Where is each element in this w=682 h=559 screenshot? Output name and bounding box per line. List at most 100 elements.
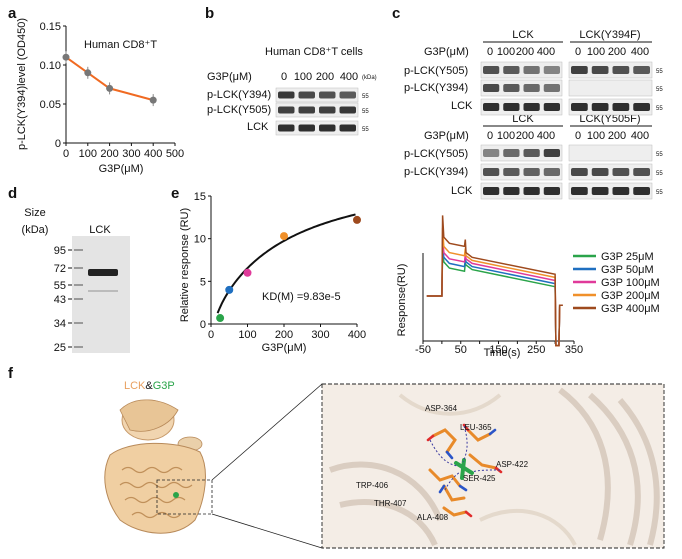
blot-strip: [275, 87, 359, 103]
panel-d-lane: LCK: [89, 224, 111, 236]
panel-letter-a: a: [8, 5, 17, 22]
panel-b-conc-3: 400: [340, 71, 358, 83]
protein-cartoon: [104, 399, 213, 534]
panel-c-conc: 0: [487, 46, 493, 58]
blot-band: [483, 168, 500, 176]
blot-band: [591, 66, 609, 74]
blot-band: [633, 66, 650, 74]
mw-label: 55: [656, 152, 663, 158]
panel-c-conc-label-top: G3P(μM): [424, 46, 469, 58]
size-marker-label: 95: [54, 245, 66, 257]
panel-a-chart: 0 100 200 300 400 500 0 0.05 0.10 0.15 Human CD8⁺…: [16, 18, 184, 175]
mw-label: 55: [362, 109, 369, 115]
panel-b-kda: (kDa): [362, 75, 377, 81]
zoom-line-bottom: [211, 513, 323, 549]
blot-strip: [275, 102, 359, 118]
panel-a-point: [149, 96, 157, 104]
blot-band: [483, 187, 500, 195]
residue-label: SER-425: [463, 474, 496, 483]
panel-f-title-lck: LCK: [124, 380, 146, 392]
blot-strip: [568, 182, 653, 200]
blot-band: [633, 168, 650, 176]
panel-e-left-point: [216, 314, 225, 323]
blot-band: [503, 84, 520, 92]
panel-e-right-marks: [426, 215, 563, 347]
panel-c-lck-top: LCK: [512, 29, 534, 41]
blot-band: [571, 103, 588, 111]
mw-label: 55: [362, 94, 369, 100]
panel-e-left-ylabel: Relative response (RU): [179, 208, 191, 322]
panel-c-bottom-row-1: p-LCK(Y394): [404, 166, 468, 178]
panel-a-xtick-label: 200: [100, 148, 118, 160]
panel-b-membrane: 55 55 55: [275, 87, 369, 136]
panel-a-xtick-label: 400: [144, 148, 162, 160]
blot-band: [319, 91, 336, 99]
panel-f-structure: LCK&G3P: [104, 380, 665, 549]
legend-label: G3P 25μM: [601, 251, 654, 263]
panel-c-conc: 100: [587, 46, 605, 58]
panel-letter-e: e: [171, 185, 179, 202]
panel-a-series-line: [65, 56, 154, 102]
panel-f-title: LCK&G3P: [124, 380, 175, 392]
blot-band: [319, 124, 336, 132]
blot-band: [278, 124, 295, 132]
blot-band: [483, 66, 500, 74]
panel-b-conc-2: 200: [316, 71, 334, 83]
mw-label: 55: [656, 87, 663, 93]
panel-e-left-point: [243, 268, 252, 277]
panel-e-left-point: [225, 285, 234, 294]
ladder-band: [74, 267, 83, 269]
blot-band: [339, 106, 356, 114]
ladder-band: [74, 284, 83, 286]
panel-letter-c: c: [392, 5, 400, 22]
blot-band: [503, 168, 520, 176]
panel-c-conc: 200: [608, 46, 626, 58]
panel-c-bottom-row-2: LCK: [451, 185, 473, 197]
blot-band: [543, 84, 560, 92]
panel-c-conc: 200: [516, 46, 534, 58]
panel-e-left-ytick-label: 5: [200, 276, 206, 288]
blot-band: [339, 91, 356, 99]
panel-e-right-xtick-label: -50: [415, 344, 431, 356]
panel-e-sensorgram-line: [426, 237, 563, 347]
panel-e-left-xtick-label: 0: [208, 329, 214, 341]
panel-c-blot: LCK LCK(Y394F) G3P(μM) 0 100 200 400 0 100 200…: [404, 29, 663, 200]
panel-a-point: [84, 69, 92, 77]
residue-label: ALA-408: [417, 513, 449, 522]
panel-e-left-ticks: 0 100 200 300 400 0 5 10 15: [194, 191, 366, 341]
panel-c-lck-y505f: LCK(Y505F): [579, 113, 640, 125]
panel-e-left-marks: [216, 213, 361, 323]
residue-label: TRP-406: [356, 481, 389, 490]
blot-band: [543, 66, 560, 74]
panel-c-conc: 200: [516, 130, 534, 142]
blot-strip: [480, 98, 563, 116]
panel-b-blot: Human CD8⁺T cells G3P(μM) 0 100 200 400 …: [207, 46, 377, 136]
blot-band: [503, 103, 520, 111]
legend-label: G3P 100μM: [601, 277, 660, 289]
panel-e-left-ytick-label: 15: [194, 191, 206, 203]
panel-c-conc: 400: [631, 46, 649, 58]
panel-d-size-label: Size: [24, 207, 45, 219]
panel-c-conc: 100: [497, 130, 515, 142]
blot-band: [503, 149, 520, 157]
panel-a-ytick-label: 0.10: [40, 60, 61, 72]
size-marker-label: 55: [54, 280, 66, 292]
residue-label: ASP-422: [496, 460, 529, 469]
panel-c-conc: 100: [497, 46, 515, 58]
panel-c-conc: 0: [487, 130, 493, 142]
blot-band: [523, 168, 540, 176]
blot-band: [591, 103, 609, 111]
panel-e-left-ytick-label: 0: [200, 319, 206, 331]
blot-strip: [480, 182, 563, 200]
panel-b-title: Human CD8⁺T cells: [265, 46, 363, 58]
blot-band: [612, 168, 630, 176]
blot-band: [591, 187, 609, 195]
blot-band: [298, 106, 315, 114]
blot-band: [523, 66, 540, 74]
mw-label: 55: [362, 127, 369, 133]
panel-e-left-xtick-label: 400: [348, 329, 366, 341]
panel-a-xlabel: G3P(μM): [99, 163, 144, 175]
panel-c-lck-bottom: LCK: [512, 113, 534, 125]
